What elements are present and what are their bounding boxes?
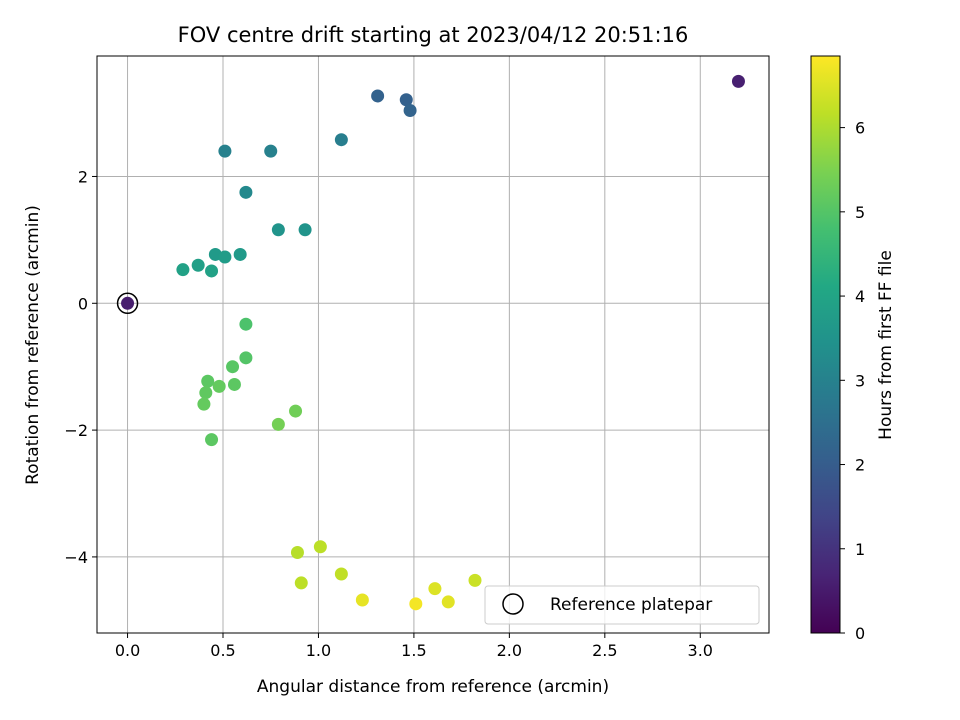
- data-point: [121, 296, 135, 310]
- data-point: [371, 89, 385, 103]
- data-point: [290, 545, 304, 559]
- data-points: [116, 74, 745, 611]
- data-point: [298, 223, 312, 237]
- data-point: [227, 377, 241, 391]
- data-point: [731, 74, 745, 88]
- data-point: [355, 593, 369, 607]
- data-point: [334, 133, 348, 147]
- data-point: [205, 264, 219, 278]
- colorbar-tick-label: 3: [855, 371, 865, 390]
- data-point: [399, 93, 413, 107]
- x-tick-label: 2.0: [497, 641, 522, 660]
- data-point: [239, 185, 253, 199]
- data-point: [226, 360, 240, 374]
- data-point: [289, 404, 303, 418]
- x-tick-label: 2.5: [592, 641, 617, 660]
- y-tick-label: 2: [78, 167, 88, 186]
- data-point: [271, 223, 285, 237]
- data-point: [191, 258, 205, 272]
- colorbar-tick-label: 6: [855, 119, 865, 138]
- colorbar-ticks: 0 1 2 3 4 5 6: [840, 119, 865, 643]
- data-point: [313, 540, 327, 554]
- x-tick-label: 3.0: [688, 641, 713, 660]
- data-point: [199, 386, 213, 400]
- data-point: [334, 567, 348, 581]
- colorbar: 0 1 2 3 4 5 6 Hours from first FF file: [810, 55, 896, 643]
- data-point: [468, 573, 482, 587]
- data-point: [233, 247, 247, 261]
- data-point: [239, 317, 253, 331]
- grid: [97, 56, 769, 633]
- colorbar-tick-label: 0: [855, 624, 865, 643]
- data-point: [205, 433, 219, 447]
- x-tick-label: 0.5: [210, 641, 235, 660]
- x-axis-label: Angular distance from reference (arcmin): [257, 677, 609, 697]
- colorbar-tick-label: 1: [855, 540, 865, 559]
- legend-label: Reference platepar: [550, 595, 712, 615]
- data-point: [264, 144, 278, 158]
- legend-marker-open-circle: [502, 593, 524, 615]
- x-tick-label: 0.0: [115, 641, 140, 660]
- colorbar-tick-label: 2: [855, 456, 865, 475]
- data-point: [409, 597, 423, 611]
- colorbar-gradient: [810, 55, 841, 634]
- data-point: [294, 576, 308, 590]
- data-point: [239, 351, 253, 365]
- x-axis-ticks: 0.0 0.5 1.0 1.5 2.0 2.5 3.0: [115, 633, 713, 660]
- data-point: [428, 582, 442, 596]
- data-point: [176, 263, 190, 277]
- data-point: [218, 144, 232, 158]
- data-point: [201, 374, 215, 388]
- y-axis-ticks: −4 −2 0 2: [64, 167, 97, 567]
- data-point: [212, 379, 226, 393]
- data-point: [218, 250, 232, 264]
- x-tick-label: 1.0: [306, 641, 331, 660]
- plot-frame: [96, 55, 770, 634]
- y-axis-label: Rotation from reference (arcmin): [23, 205, 43, 485]
- y-tick-label: 0: [78, 294, 88, 313]
- x-tick-label: 1.5: [401, 641, 426, 660]
- data-point: [197, 397, 211, 411]
- data-point: [403, 104, 417, 118]
- data-point: [271, 417, 285, 431]
- colorbar-label: Hours from first FF file: [876, 250, 896, 440]
- legend: Reference platepar: [484, 585, 760, 625]
- colorbar-tick-label: 5: [855, 203, 865, 222]
- colorbar-tick-label: 4: [855, 287, 865, 306]
- y-tick-label: −2: [64, 421, 88, 440]
- y-tick-label: −4: [64, 548, 88, 567]
- data-point: [441, 595, 455, 609]
- legend-box: [484, 585, 760, 625]
- chart-title: FOV centre drift starting at 2023/04/12 …: [178, 23, 689, 47]
- reference-platepar-marker: [116, 292, 139, 315]
